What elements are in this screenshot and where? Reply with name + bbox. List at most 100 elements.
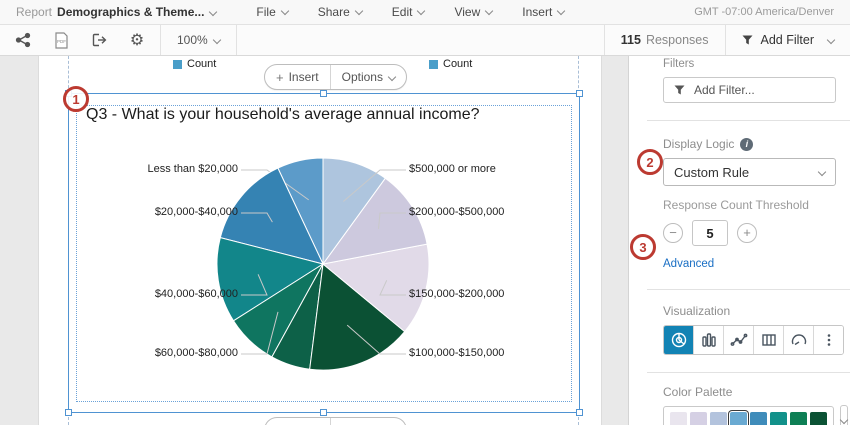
insert-button[interactable]: + Insert	[265, 418, 330, 425]
response-count-threshold-label: Response Count Threshold	[663, 198, 809, 212]
chevron-down-icon	[826, 35, 836, 45]
threshold-stepper: − +	[663, 220, 836, 246]
viz-gauge-icon[interactable]	[783, 326, 813, 354]
zoom-control[interactable]: 100%	[161, 33, 236, 47]
resize-handle[interactable]	[320, 90, 327, 97]
pie-slice-7[interactable]	[321, 177, 428, 265]
add-filter-button[interactable]: Add Filter	[726, 25, 850, 55]
legend-color-swatch	[173, 59, 182, 69]
settings-sidebar: Filters Add Filter... Display Logic i Cu…	[628, 56, 850, 425]
toolbar-separator	[160, 25, 161, 55]
display-logic-select[interactable]: Custom Rule	[663, 158, 836, 186]
viz-more-options-icon[interactable]	[813, 326, 843, 354]
palette-swatch-6[interactable]	[790, 411, 807, 425]
resize-handle[interactable]	[65, 409, 72, 416]
options-button[interactable]: Options	[329, 418, 406, 425]
share-icon[interactable]	[14, 31, 32, 49]
visualization-options	[663, 325, 844, 355]
sidebar-divider	[647, 289, 850, 290]
color-palette-label: Color Palette	[663, 385, 733, 399]
viz-line-chart-icon[interactable]	[723, 326, 753, 354]
chevron-down-icon	[817, 167, 827, 177]
alignment-guide	[578, 412, 579, 425]
toolbar: PDF ⚙ 100% 115 Responses Add Filter	[0, 25, 850, 56]
pie-leader-line	[241, 274, 268, 296]
options-button[interactable]: Options	[329, 65, 406, 89]
pie-chart[interactable]	[39, 56, 601, 425]
palette-swatch-2[interactable]	[710, 411, 727, 425]
sidebar-add-filter-button[interactable]: Add Filter...	[663, 77, 836, 103]
menu-view[interactable]: View	[454, 5, 494, 19]
annotation-circle-1: 1	[63, 86, 89, 112]
chevron-down-icon	[212, 35, 221, 45]
pie-slice-1[interactable]	[219, 167, 324, 265]
resize-handle[interactable]	[576, 409, 583, 416]
alignment-guide	[68, 412, 69, 425]
viz-pie-chart-icon[interactable]	[664, 326, 693, 354]
legend-label: Count	[187, 58, 217, 70]
report-name-dropdown[interactable]: Demographics & Theme...	[57, 5, 205, 19]
resize-handle[interactable]	[576, 90, 583, 97]
export-icon[interactable]	[90, 31, 108, 49]
palette-swatch-7[interactable]	[810, 411, 827, 425]
legend-label: Count	[443, 58, 473, 70]
menu-file[interactable]: File	[256, 5, 289, 19]
palette-swatch-3[interactable]	[730, 411, 747, 425]
advanced-link[interactable]: Advanced	[663, 258, 715, 270]
widget-selection-box	[65, 90, 583, 416]
resize-handle[interactable]	[320, 409, 327, 416]
toolbar-separator	[235, 25, 237, 55]
chart-legend: Count	[429, 58, 472, 70]
increment-button[interactable]: +	[737, 223, 757, 243]
pie-leader-line	[378, 212, 406, 229]
palette-swatch-4[interactable]	[750, 411, 767, 425]
viz-bar-chart-icon[interactable]	[693, 326, 723, 354]
chevron-down-icon	[839, 415, 849, 425]
threshold-input[interactable]	[692, 220, 728, 246]
menu-bar: Report Demographics & Theme... File Shar…	[0, 0, 850, 25]
report-label: Report	[16, 5, 53, 19]
visualization-section-label: Visualization	[663, 304, 731, 318]
pie-leader-line	[379, 280, 406, 296]
menu-insert[interactable]: Insert	[522, 5, 566, 19]
widget-action-pill: + Insert Options	[264, 64, 407, 90]
filters-section-label: Filters	[663, 58, 695, 70]
question-title[interactable]: Q3 - What is your household's average an…	[86, 106, 480, 123]
viz-data-table-icon[interactable]	[753, 326, 783, 354]
info-icon[interactable]: i	[740, 137, 754, 151]
pie-slice-2[interactable]	[216, 236, 325, 322]
chevron-down-icon	[209, 7, 218, 17]
pie-leader-line	[241, 212, 273, 223]
annotation-circle-3: 3	[630, 234, 656, 260]
decrement-button[interactable]: −	[663, 223, 683, 243]
pie-leader-line	[342, 169, 406, 202]
pie-slice-8[interactable]	[322, 157, 386, 266]
chevron-down-icon	[417, 6, 426, 16]
filter-funnel-icon	[674, 85, 685, 95]
palette-dropdown-button[interactable]	[839, 405, 849, 425]
alignment-guide	[68, 56, 69, 93]
pie-slice-5[interactable]	[309, 263, 406, 371]
chevron-down-icon	[485, 6, 494, 16]
palette-swatch-0[interactable]	[670, 411, 687, 425]
color-palette-swatches	[663, 405, 834, 425]
export-pdf-icon[interactable]: PDF	[52, 31, 70, 49]
svg-text:PDF: PDF	[57, 39, 66, 44]
widget-action-pill: + Insert Options	[264, 417, 407, 425]
insert-button[interactable]: + Insert	[276, 69, 319, 85]
responses-count[interactable]: 115 Responses	[603, 25, 726, 55]
chevron-down-icon	[354, 6, 364, 16]
settings-gear-icon[interactable]: ⚙	[129, 32, 145, 49]
menu-share[interactable]: Share	[318, 5, 364, 19]
report-canvas: Count Count + Insert Options	[0, 56, 628, 425]
pie-slice-6[interactable]	[321, 243, 430, 333]
pie-leader-line	[241, 311, 279, 355]
palette-swatch-1[interactable]	[690, 411, 707, 425]
menu-edit[interactable]: Edit	[392, 5, 426, 19]
palette-swatch-5[interactable]	[770, 411, 787, 425]
display-logic-label: Display Logic	[663, 137, 735, 151]
menu-items: File Share Edit View Insert	[256, 5, 566, 19]
chevron-down-icon	[280, 6, 289, 16]
alignment-guide	[578, 56, 579, 93]
